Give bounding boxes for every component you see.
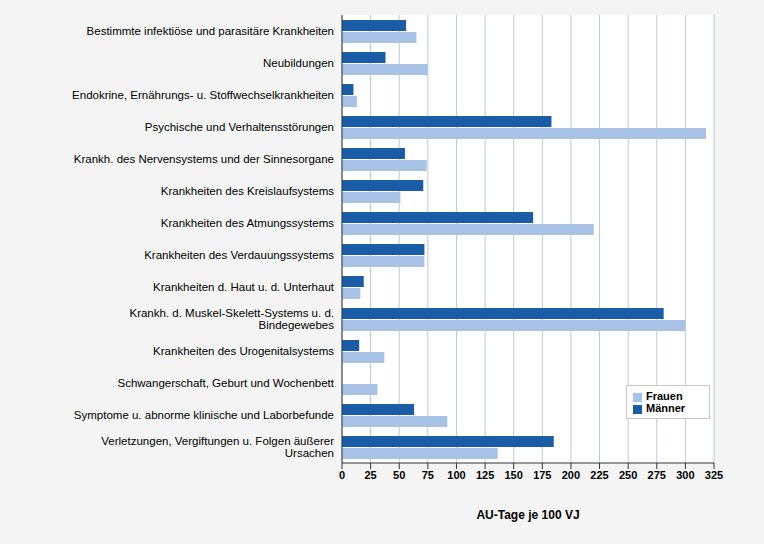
svg-text:250: 250 bbox=[619, 469, 637, 481]
svg-text:Psychische und Verhaltensstöru: Psychische und Verhaltensstörungen bbox=[145, 121, 334, 133]
svg-text:Krankh. des Nervensystems und: Krankh. des Nervensystems und der Sinnes… bbox=[74, 153, 334, 165]
svg-text:300: 300 bbox=[676, 469, 694, 481]
svg-text:Krankheiten des Kreislaufsyste: Krankheiten des Kreislaufsystems bbox=[161, 185, 334, 197]
svg-text:50: 50 bbox=[393, 469, 405, 481]
svg-text:75: 75 bbox=[422, 469, 434, 481]
svg-text:125: 125 bbox=[476, 469, 494, 481]
svg-text:Bestimmte infektiöse und paras: Bestimmte infektiöse und parasitäre Kran… bbox=[87, 25, 334, 37]
svg-text:Krankheiten des Urogenitalsyst: Krankheiten des Urogenitalsystems bbox=[153, 345, 334, 357]
svg-text:25: 25 bbox=[364, 469, 376, 481]
svg-text:Krankheiten des Verdauungssyst: Krankheiten des Verdauungssystems bbox=[144, 249, 334, 261]
svg-text:Verletzungen, Vergiftungen u.: Verletzungen, Vergiftungen u. Folgen äuß… bbox=[101, 435, 334, 459]
svg-text:Neubildungen: Neubildungen bbox=[263, 57, 334, 69]
svg-text:AU-Tage je 100 VJ: AU-Tage je 100 VJ bbox=[476, 508, 579, 522]
svg-text:Schwangerschaft, Geburt und Wo: Schwangerschaft, Geburt und Wochenbett bbox=[117, 377, 334, 389]
svg-text:150: 150 bbox=[505, 469, 523, 481]
svg-text:225: 225 bbox=[590, 469, 608, 481]
svg-text:0: 0 bbox=[339, 469, 345, 481]
svg-text:200: 200 bbox=[562, 469, 580, 481]
svg-text:175: 175 bbox=[533, 469, 551, 481]
html-text:Frauen: Frauen bbox=[646, 390, 683, 402]
html-text:Männer: Männer bbox=[646, 402, 686, 414]
svg-text:275: 275 bbox=[648, 469, 666, 481]
svg-text:Krankheiten des Atmungssystems: Krankheiten des Atmungssystems bbox=[161, 217, 334, 229]
svg-text:325: 325 bbox=[705, 469, 723, 481]
svg-text:100: 100 bbox=[447, 469, 465, 481]
svg-text:Krankheiten d. Haut u. d. Unte: Krankheiten d. Haut u. d. Unterhaut bbox=[153, 281, 335, 293]
svg-text:Endokrine, Ernährungs- u. Stof: Endokrine, Ernährungs- u. Stoffwechselkr… bbox=[72, 89, 334, 101]
svg-text:Krankh. d. Muskel-Skelett-Syst: Krankh. d. Muskel-Skelett-Systems u. d.B… bbox=[129, 307, 334, 331]
svg-text:Symptome u. abnorme klinische: Symptome u. abnorme klinische und Laborb… bbox=[74, 409, 334, 421]
